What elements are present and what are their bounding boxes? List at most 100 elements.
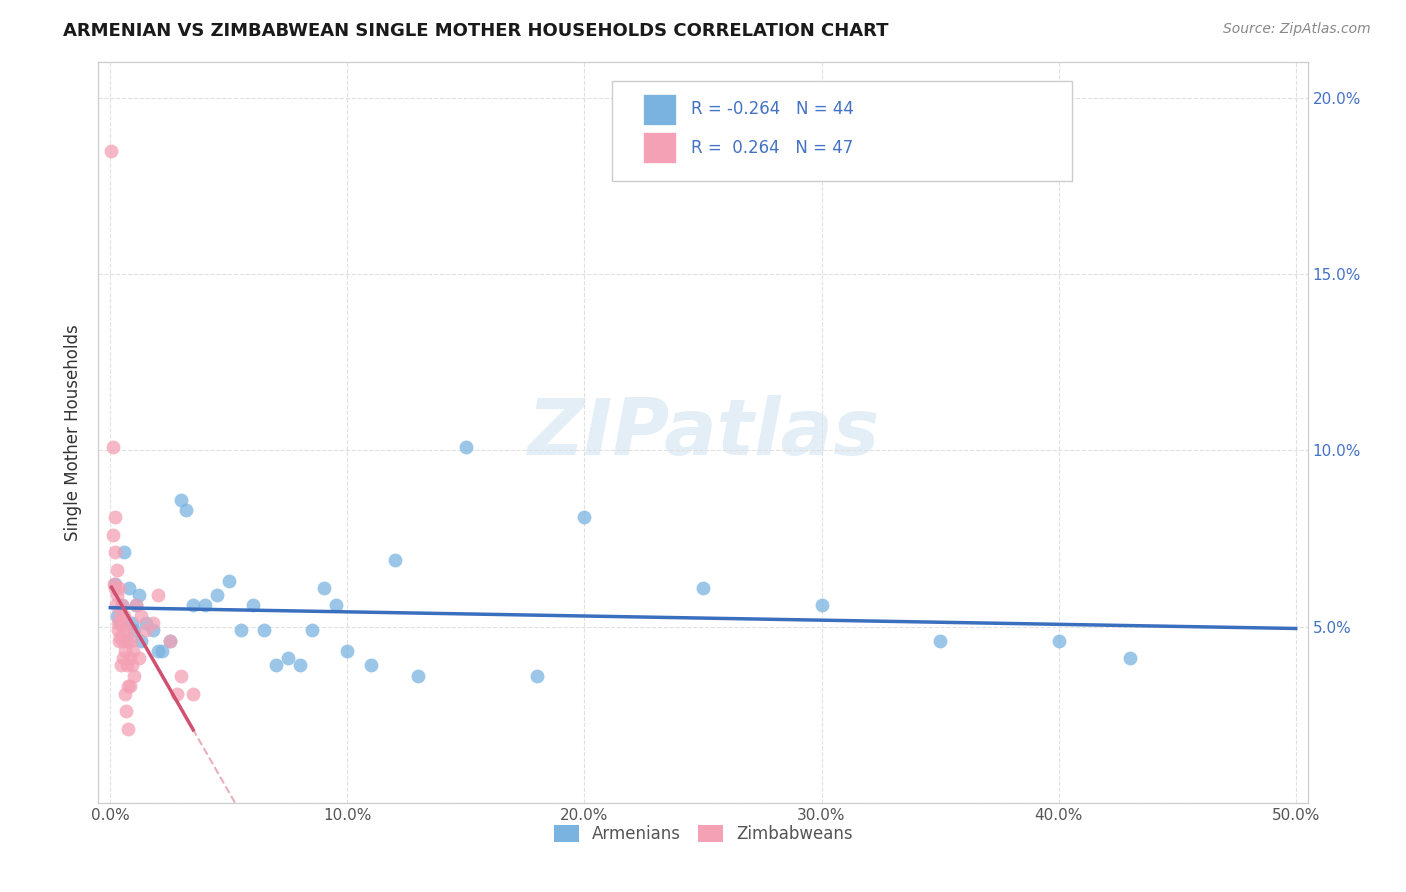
Point <box>114 545 136 559</box>
Point <box>181 686 204 700</box>
FancyBboxPatch shape <box>643 94 676 125</box>
Point <box>121 615 143 630</box>
Point <box>111 599 134 613</box>
Point <box>118 651 141 665</box>
Point <box>170 492 193 507</box>
Point <box>101 440 124 454</box>
Point <box>118 581 141 595</box>
Point <box>929 633 952 648</box>
Point <box>108 615 131 630</box>
Point <box>336 644 359 658</box>
Point <box>120 680 142 694</box>
Legend: Armenians, Zimbabweans: Armenians, Zimbabweans <box>547 819 859 850</box>
Point <box>129 633 152 648</box>
Point <box>142 623 165 637</box>
Point <box>112 651 135 665</box>
Point <box>325 599 347 613</box>
Point <box>103 577 125 591</box>
Point <box>128 588 150 602</box>
Point <box>103 510 125 524</box>
Point <box>107 623 129 637</box>
Point <box>218 574 240 588</box>
Point <box>229 623 252 637</box>
Point <box>114 623 136 637</box>
Point <box>166 686 188 700</box>
Point <box>170 669 193 683</box>
Point <box>111 633 134 648</box>
Point <box>105 599 128 613</box>
Point <box>288 658 311 673</box>
Point <box>194 599 217 613</box>
Point <box>114 686 136 700</box>
Point <box>159 633 181 648</box>
Point <box>408 669 430 683</box>
Y-axis label: Single Mother Households: Single Mother Households <box>65 325 83 541</box>
Point <box>692 581 714 595</box>
Point <box>115 633 138 648</box>
Point <box>111 599 134 613</box>
Point <box>360 658 382 673</box>
Point <box>312 581 335 595</box>
Point <box>115 704 138 718</box>
Text: R = -0.264   N = 44: R = -0.264 N = 44 <box>690 100 853 118</box>
Point <box>454 440 477 454</box>
Point <box>115 633 138 648</box>
Point <box>253 623 276 637</box>
Point <box>174 503 197 517</box>
Point <box>111 615 134 630</box>
Text: R =  0.264   N = 47: R = 0.264 N = 47 <box>690 138 853 157</box>
Point <box>121 644 143 658</box>
FancyBboxPatch shape <box>613 81 1071 181</box>
Point <box>100 144 122 158</box>
Point <box>1119 651 1142 665</box>
Point <box>112 609 135 624</box>
Point <box>129 609 152 624</box>
Point <box>135 615 157 630</box>
Point <box>146 644 169 658</box>
Point <box>104 545 127 559</box>
Point <box>125 599 148 613</box>
Point <box>205 588 228 602</box>
Point <box>277 651 299 665</box>
Point <box>101 528 124 542</box>
Point <box>135 623 157 637</box>
Text: Source: ZipAtlas.com: Source: ZipAtlas.com <box>1223 22 1371 37</box>
Point <box>152 644 174 658</box>
Point <box>118 623 141 637</box>
Point <box>117 658 139 673</box>
Point <box>122 669 145 683</box>
Point <box>301 623 323 637</box>
Point <box>526 669 548 683</box>
Point <box>159 633 181 648</box>
Point <box>264 658 287 673</box>
Point <box>120 633 142 648</box>
Point <box>107 615 129 630</box>
Point <box>105 609 128 624</box>
Point <box>104 577 127 591</box>
Point <box>117 722 139 736</box>
Point <box>110 658 132 673</box>
Point <box>128 651 150 665</box>
Point <box>125 599 148 613</box>
Point <box>142 615 165 630</box>
Text: ARMENIAN VS ZIMBABWEAN SINGLE MOTHER HOUSEHOLDS CORRELATION CHART: ARMENIAN VS ZIMBABWEAN SINGLE MOTHER HOU… <box>63 22 889 40</box>
Point <box>110 630 132 644</box>
Point <box>108 581 131 595</box>
Point <box>108 609 131 624</box>
Point <box>122 623 145 637</box>
Point <box>105 563 128 577</box>
Text: ZIPatlas: ZIPatlas <box>527 394 879 471</box>
Point <box>574 510 596 524</box>
Point <box>1047 633 1070 648</box>
Point <box>117 680 139 694</box>
Point <box>146 588 169 602</box>
Point <box>242 599 264 613</box>
Point <box>105 588 128 602</box>
FancyBboxPatch shape <box>643 132 676 163</box>
Point <box>107 633 129 648</box>
Point <box>104 581 127 595</box>
Point <box>384 552 406 566</box>
Point <box>181 599 204 613</box>
Point <box>810 599 832 613</box>
Point <box>121 658 143 673</box>
